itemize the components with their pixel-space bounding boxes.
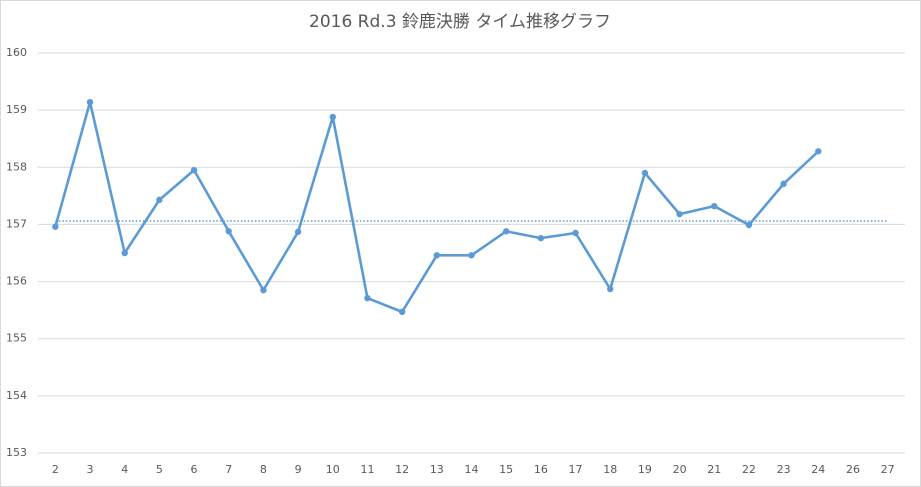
x-tick-label: 15 <box>499 463 513 476</box>
chart-title: 2016 Rd.3 鈴鹿決勝 タイム推移グラフ <box>309 12 611 32</box>
y-tick-label: 160 <box>6 46 27 59</box>
data-point <box>329 113 336 121</box>
x-tick-label: 13 <box>430 463 444 476</box>
x-tick-label: 24 <box>811 463 825 476</box>
x-tick-label: 23 <box>777 463 791 476</box>
x-tick-label: 16 <box>534 463 548 476</box>
data-point <box>225 228 232 235</box>
x-tick-label: 5 <box>156 463 163 476</box>
data-point <box>502 228 510 235</box>
x-tick-label: 18 <box>603 463 617 476</box>
x-tick-label: 14 <box>465 463 479 476</box>
x-tick-label: 22 <box>742 463 756 476</box>
x-tick-label: 10 <box>326 463 340 476</box>
x-tick-label: 27 <box>881 463 895 476</box>
x-tick-label: 7 <box>225 463 232 476</box>
x-tick-label: 26 <box>846 463 860 476</box>
y-tick-label: 158 <box>6 160 27 173</box>
x-tick-label: 2 <box>52 463 59 476</box>
data-point <box>676 210 683 218</box>
data-point <box>641 169 649 177</box>
x-tick-label: 11 <box>360 463 374 476</box>
data-point <box>121 249 128 257</box>
data-point <box>468 252 475 259</box>
x-tick-label: 20 <box>673 463 687 476</box>
x-tick-label: 21 <box>707 463 721 476</box>
data-point <box>607 285 614 293</box>
data-point <box>398 308 406 316</box>
y-tick-label: 157 <box>6 217 27 230</box>
x-tick-label: 12 <box>395 463 409 476</box>
y-tick-label: 155 <box>6 332 27 345</box>
y-tick-label: 156 <box>6 275 27 288</box>
data-point <box>364 294 371 302</box>
data-point <box>52 223 59 230</box>
x-tick-label: 3 <box>87 463 94 476</box>
x-tick-label: 9 <box>295 463 302 476</box>
y-tick-label: 154 <box>6 389 27 402</box>
x-tick-label: 17 <box>569 463 583 476</box>
y-tick-label: 159 <box>6 103 27 116</box>
data-point <box>433 252 441 259</box>
x-tick-label: 4 <box>121 463 128 476</box>
data-point <box>537 234 545 242</box>
x-tick-label: 8 <box>260 463 267 476</box>
data-point <box>260 286 267 294</box>
data-point <box>156 196 163 204</box>
x-tick-label: 6 <box>191 463 198 476</box>
data-point <box>572 229 579 237</box>
data-point <box>780 180 787 188</box>
data-point <box>86 98 94 106</box>
data-point <box>815 148 822 155</box>
data-point <box>294 228 302 236</box>
data-point <box>190 166 198 174</box>
y-tick-label: 153 <box>6 446 27 459</box>
data-point <box>711 202 718 210</box>
data-point <box>745 221 753 229</box>
x-tick-label: 19 <box>638 463 652 476</box>
